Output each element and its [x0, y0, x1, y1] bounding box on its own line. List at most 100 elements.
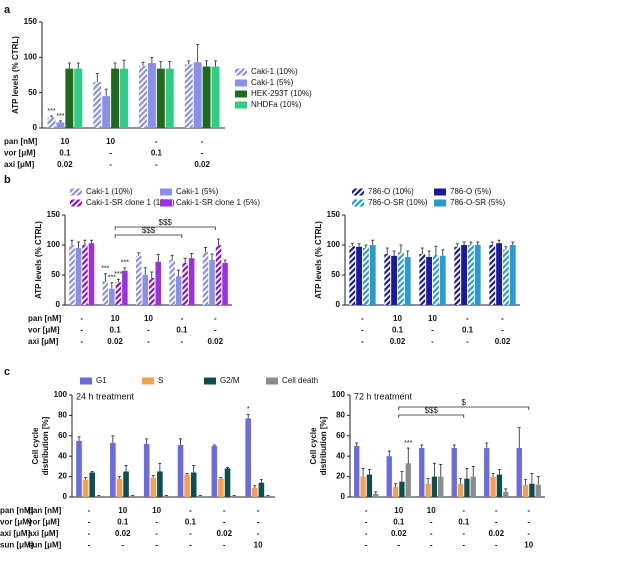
bar — [123, 471, 129, 497]
legend-label: G1 — [96, 376, 107, 385]
treatment-value: - — [223, 506, 226, 515]
bar — [419, 254, 426, 305]
bar — [142, 275, 148, 305]
treatment-value: 10 — [393, 314, 402, 323]
bar — [82, 245, 88, 305]
treatment-value: - — [80, 337, 83, 346]
legend-swatch — [70, 199, 82, 207]
y-tick-label: 40 — [58, 451, 67, 460]
y-axis-title: Cell cycle — [309, 427, 318, 464]
bar — [155, 261, 162, 305]
bar — [503, 491, 509, 497]
error-bar — [399, 244, 403, 253]
error-bar — [77, 436, 81, 441]
bar — [202, 66, 211, 128]
y-axis-title: distribution [%] — [319, 416, 328, 475]
bar — [384, 254, 391, 305]
y-tick-label: 50 — [331, 270, 340, 279]
treatment-value: 10 — [60, 137, 69, 146]
treatment-value: 10 — [144, 314, 153, 323]
treatment-value: - — [365, 541, 368, 550]
error-bar — [76, 62, 80, 69]
treatment-value: - — [495, 518, 498, 527]
error-bar — [185, 473, 189, 475]
error-bar — [116, 278, 120, 283]
error-bar — [465, 468, 469, 479]
bar — [405, 463, 411, 497]
legend-label: Caki-1-SR clone 1 (10%) — [86, 198, 175, 207]
error-bar — [131, 495, 135, 496]
error-bar — [350, 242, 354, 247]
treatment-value: - — [501, 326, 504, 335]
legend-label: G2/M — [220, 376, 240, 385]
y-tick-label: 150 — [47, 210, 61, 219]
legend-label: Caki-1 (10%) — [251, 67, 298, 76]
bar — [419, 448, 425, 497]
error-bar — [190, 252, 194, 259]
error-bar — [406, 250, 410, 257]
error-bar — [156, 254, 160, 262]
error-bar — [530, 473, 534, 484]
bar — [177, 444, 184, 497]
y-tick-label: 150 — [327, 210, 341, 219]
treatment-value: 0.1 — [117, 518, 129, 527]
y-tick-label: 150 — [24, 17, 38, 26]
error-bar — [367, 469, 371, 475]
treatment-value: - — [365, 518, 368, 527]
error-bar — [357, 243, 361, 247]
error-bar — [246, 413, 250, 419]
bar — [135, 255, 142, 305]
error-bar — [392, 250, 396, 256]
bar — [56, 122, 65, 128]
bar — [76, 440, 82, 497]
legend-swatch — [160, 188, 172, 196]
y-axis-title: ATP levels (% CTRL) — [11, 36, 20, 114]
legend-swatch — [235, 68, 247, 76]
legend-swatch — [352, 188, 364, 196]
y-tick-label: 60 — [58, 431, 67, 440]
error-bar — [406, 447, 410, 464]
bar — [399, 481, 405, 497]
treatment-value: - — [361, 337, 364, 346]
treatment-label: vor [μM] — [28, 518, 60, 527]
bar — [468, 245, 474, 305]
error-bar — [504, 488, 508, 492]
treatment-value: - — [88, 506, 91, 515]
error-bar — [141, 61, 145, 66]
bar — [224, 468, 231, 497]
y-axis-title: ATP levels (% CTRL) — [314, 221, 323, 299]
legend-swatch — [352, 199, 364, 207]
error-bar — [400, 471, 404, 482]
treatment-value: 0.02 — [194, 160, 210, 169]
bar — [65, 68, 74, 128]
bar — [149, 278, 155, 305]
error-bar — [511, 241, 515, 245]
bar — [193, 62, 202, 128]
error-bar — [490, 241, 494, 245]
error-bar — [164, 495, 168, 496]
treatment-value: - — [257, 506, 260, 515]
treatment-value: - — [155, 541, 158, 550]
bar — [211, 446, 218, 497]
bar — [102, 281, 109, 305]
bar — [425, 483, 431, 497]
legend-label: Caki-1 (5%) — [176, 187, 219, 196]
treatment-label: axi [μM] — [0, 529, 31, 538]
treatment-value: - — [181, 337, 184, 346]
treatment-label: sun [μM] — [28, 541, 62, 550]
bar — [522, 484, 529, 497]
treatment-value: - — [361, 326, 364, 335]
error-bar — [113, 62, 117, 69]
bar — [251, 487, 258, 497]
treatment-value: - — [462, 506, 465, 515]
bar — [470, 476, 476, 497]
bar — [484, 448, 490, 497]
bracket-label: $$$ — [159, 218, 173, 227]
error-bar — [196, 44, 200, 63]
error-bar — [76, 241, 80, 248]
legend-label: Caki-1 (10%) — [86, 187, 133, 196]
legend-swatch — [434, 199, 446, 207]
treatment-value: 0.02 — [390, 337, 406, 346]
treatment-value: - — [430, 529, 433, 538]
bar — [120, 68, 128, 128]
